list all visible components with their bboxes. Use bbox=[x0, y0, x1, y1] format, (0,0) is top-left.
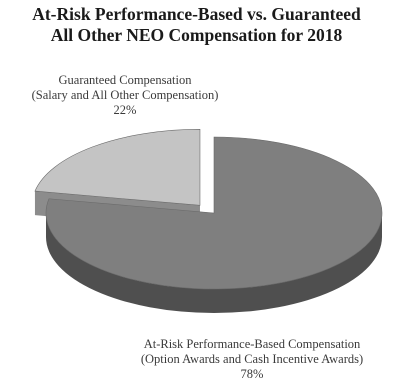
pie-slice-at-risk bbox=[45, 136, 383, 290]
slice-value-at-risk: 78% bbox=[241, 367, 264, 381]
slice-label-guaranteed-line-2: (Salary and All Other Compensation) bbox=[32, 88, 219, 102]
pie-slice-guaranteed bbox=[34, 129, 201, 206]
chart-title: At-Risk Performance-Based vs. Guaranteed… bbox=[0, 4, 393, 46]
slice-label-at-risk-line-1: At-Risk Performance-Based Compensation bbox=[144, 337, 361, 351]
slice-label-guaranteed-line-1: Guaranteed Compensation bbox=[59, 73, 193, 87]
chart-title-line-2: All Other NEO Compensation for 2018 bbox=[50, 25, 343, 45]
pie-tops bbox=[34, 129, 383, 290]
slice-label-at-risk-line-2: (Option Awards and Cash Incentive Awards… bbox=[141, 352, 363, 366]
slice-label-at-risk: At-Risk Performance-Based Compensation (… bbox=[141, 337, 363, 381]
pie-side-at-risk bbox=[46, 213, 382, 313]
slice-label-guaranteed: Guaranteed Compensation (Salary and All … bbox=[32, 73, 219, 117]
slice-value-guaranteed: 22% bbox=[114, 103, 137, 117]
chart-title-line-1: At-Risk Performance-Based vs. Guaranteed bbox=[32, 4, 361, 24]
